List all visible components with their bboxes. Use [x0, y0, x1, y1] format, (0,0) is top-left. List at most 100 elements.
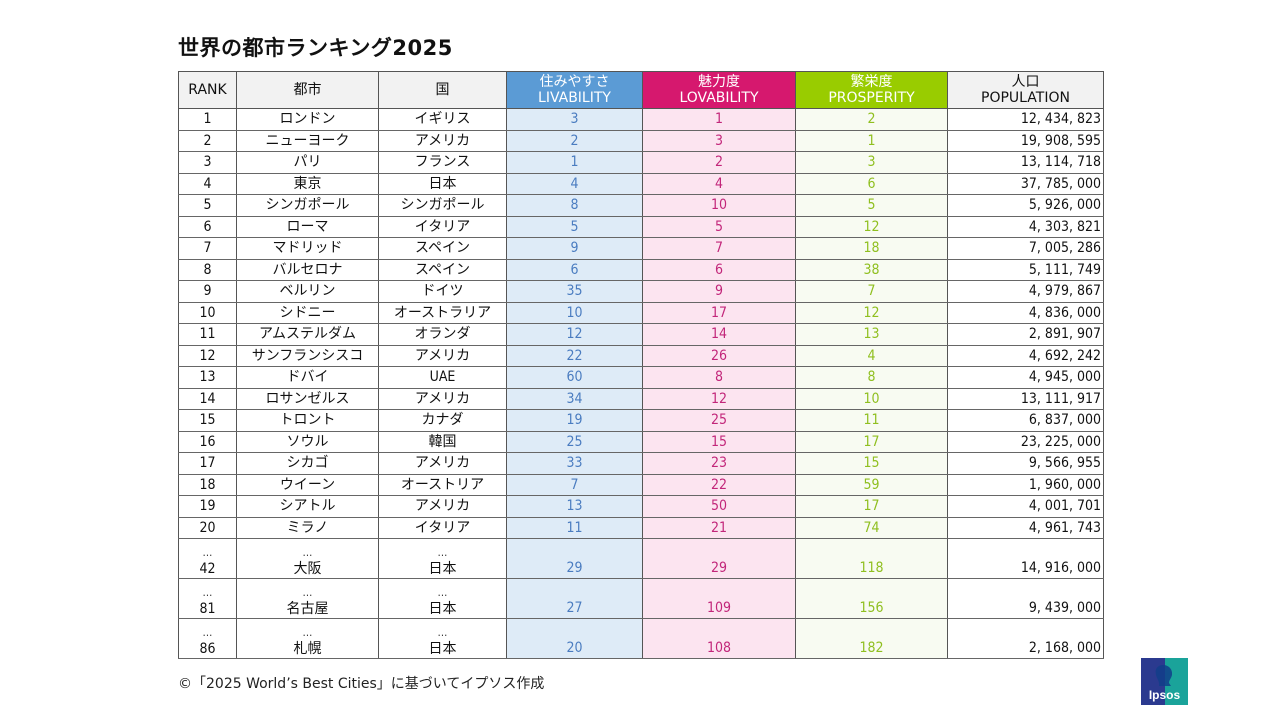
svg-text:Ipsos: Ipsos	[1149, 688, 1181, 702]
city-cell: シンガポール	[236, 194, 379, 217]
page-title: 世界の都市ランキング2025	[178, 36, 453, 60]
lovability-cell: 108	[642, 618, 796, 659]
country-cell: イタリア	[378, 215, 507, 238]
city-value: 札幌	[293, 641, 322, 657]
city-cell: マドリッド	[236, 237, 379, 260]
lovability-cell: 6	[642, 258, 796, 281]
ellipsis: …	[302, 586, 313, 599]
lovability-cell: 26	[642, 344, 796, 367]
table-row: 6 ローマ イタリア 5 5 12 4, 303, 821	[178, 215, 1104, 238]
ellipsis: …	[202, 546, 213, 559]
rank-cell: 12	[178, 344, 237, 367]
prosperity-cell: 6	[795, 172, 948, 195]
population-cell: 7, 005, 286	[947, 237, 1104, 260]
population-cell: 19, 908, 595	[947, 129, 1104, 152]
livability-cell: 34	[506, 387, 643, 410]
city-cell: ドバイ	[236, 366, 379, 389]
table-row: 14 ロサンゼルス アメリカ 34 12 10 13, 111, 917	[178, 387, 1104, 410]
city-cell: バルセロナ	[236, 258, 379, 281]
ipsos-logo-icon: Ipsos	[1141, 658, 1188, 705]
population-cell: 9, 439, 000	[947, 578, 1104, 619]
country-cell: 日本	[378, 172, 507, 195]
country-cell: フランス	[378, 151, 507, 174]
country-value: 日本	[428, 601, 457, 617]
rank-value: 86	[199, 641, 216, 657]
table-row: 13 ドバイ UAE 60 8 8 4, 945, 000	[178, 366, 1104, 389]
population-cell: 4, 979, 867	[947, 280, 1104, 303]
country-value: 日本	[428, 641, 457, 657]
population-cell: 6, 837, 000	[947, 409, 1104, 432]
lovability-cell: 5	[642, 215, 796, 238]
header-lovability: 魅力度 LOVABILITY	[642, 71, 796, 109]
ellipsis: …	[437, 586, 448, 599]
city-cell: 東京	[236, 172, 379, 195]
prosperity-cell: 74	[795, 516, 948, 539]
country-cell: アメリカ	[378, 452, 507, 475]
city-cell: ミラノ	[236, 516, 379, 539]
prosperity-cell: 17	[795, 495, 948, 518]
country-cell: オランダ	[378, 323, 507, 346]
livability-cell: 5	[506, 215, 643, 238]
rank-value: 81	[199, 601, 216, 617]
country-cell: オーストラリア	[378, 301, 507, 324]
population-cell: 4, 961, 743	[947, 516, 1104, 539]
lovability-cell: 1	[642, 108, 796, 131]
country-cell: ドイツ	[378, 280, 507, 303]
livability-cell: 3	[506, 108, 643, 131]
header-livability-en: LIVABILITY	[538, 90, 611, 106]
table-row: 9 ベルリン ドイツ 35 9 7 4, 979, 867	[178, 280, 1104, 303]
rank-cell: 8	[178, 258, 237, 281]
rank-cell: 6	[178, 215, 237, 238]
city-value: 名古屋	[286, 601, 329, 617]
table-row: 16 ソウル 韓国 25 15 17 23, 225, 000	[178, 430, 1104, 453]
table-row-skipped: … 81 … 名古屋 … 日本 27 109 156 9, 439, 000	[178, 578, 1104, 619]
header-population-jp: 人口	[1011, 74, 1040, 90]
lovability-cell: 7	[642, 237, 796, 260]
population-cell: 1, 960, 000	[947, 473, 1104, 496]
city-cell: ソウル	[236, 430, 379, 453]
lovability-cell: 22	[642, 473, 796, 496]
header-country: 国	[378, 71, 507, 109]
country-cell: アメリカ	[378, 495, 507, 518]
prosperity-cell: 4	[795, 344, 948, 367]
prosperity-cell: 12	[795, 215, 948, 238]
population-cell: 13, 114, 718	[947, 151, 1104, 174]
city-cell: シカゴ	[236, 452, 379, 475]
country-cell: UAE	[378, 366, 507, 389]
rank-cell: 13	[178, 366, 237, 389]
city-cell: シドニー	[236, 301, 379, 324]
prosperity-cell: 1	[795, 129, 948, 152]
city-cell: ロンドン	[236, 108, 379, 131]
table-row: 7 マドリッド スペイン 9 7 18 7, 005, 286	[178, 237, 1104, 260]
rank-cell: … 42	[178, 538, 237, 579]
country-cell: シンガポール	[378, 194, 507, 217]
livability-cell: 12	[506, 323, 643, 346]
ellipsis: …	[437, 546, 448, 559]
table-row: 20 ミラノ イタリア 11 21 74 4, 961, 743	[178, 516, 1104, 539]
rank-cell: … 81	[178, 578, 237, 619]
livability-cell: 7	[506, 473, 643, 496]
country-cell: … 日本	[378, 538, 507, 579]
city-cell: アムステルダム	[236, 323, 379, 346]
livability-cell: 25	[506, 430, 643, 453]
lovability-cell: 21	[642, 516, 796, 539]
header-population: 人口 POPULATION	[947, 71, 1104, 109]
prosperity-cell: 17	[795, 430, 948, 453]
header-prosperity-jp: 繁栄度	[850, 74, 893, 90]
ellipsis: …	[202, 586, 213, 599]
header-livability-jp: 住みやすさ	[539, 74, 610, 90]
header-lovability-jp: 魅力度	[698, 74, 740, 90]
country-cell: アメリカ	[378, 129, 507, 152]
rank-cell: 7	[178, 237, 237, 260]
lovability-cell: 4	[642, 172, 796, 195]
population-cell: 4, 692, 242	[947, 344, 1104, 367]
population-cell: 13, 111, 917	[947, 387, 1104, 410]
ellipsis: …	[202, 626, 213, 639]
rank-cell: 9	[178, 280, 237, 303]
livability-cell: 29	[506, 538, 643, 579]
table-row: 18 ウイーン オーストリア 7 22 59 1, 960, 000	[178, 473, 1104, 496]
table-row: 12 サンフランシスコ アメリカ 22 26 4 4, 692, 242	[178, 344, 1104, 367]
city-cell: ローマ	[236, 215, 379, 238]
population-cell: 2, 891, 907	[947, 323, 1104, 346]
prosperity-cell: 5	[795, 194, 948, 217]
